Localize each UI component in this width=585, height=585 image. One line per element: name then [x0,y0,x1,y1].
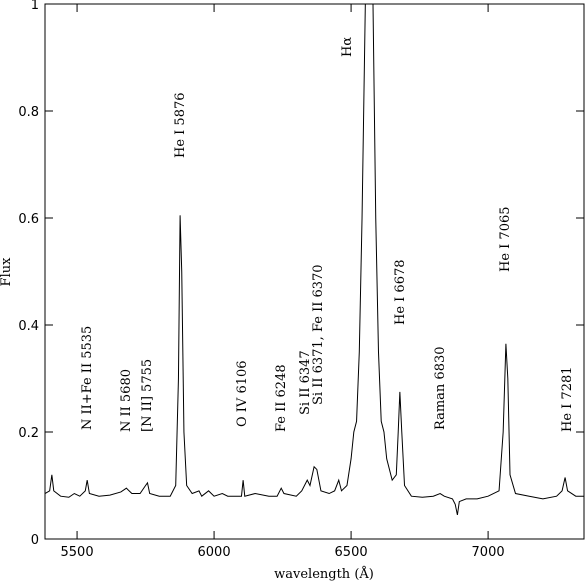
spectrum-line [45,4,584,516]
line-annotation: O IV 6106 [235,360,250,427]
line-annotation: N II 5680 [119,369,134,432]
x-tick-label: 7000 [472,545,505,560]
line-annotation: He I 5876 [173,92,188,158]
line-annotation: He I 7065 [498,206,513,272]
x-tick-label: 6000 [198,545,231,560]
line-annotation: Si II 6371, Fe II 6370 [311,264,326,405]
plot-frame [44,3,585,540]
line-annotation: Raman 6830 [433,346,448,430]
line-annotation: [N II] 5755 [140,359,155,432]
y-tick-label: 0.4 [18,319,39,334]
y-tick-label: 0 [31,533,39,548]
line-annotation: He I 6678 [393,259,408,325]
y-axis-label: Flux [0,257,14,287]
line-annotation: Hα [340,37,355,57]
y-tick-label: 0.6 [18,212,39,227]
y-tick-label: 0.8 [18,105,39,120]
line-annotation: He I 7281 [560,366,575,432]
x-tick-label: 6500 [335,545,368,560]
y-tick-label: 0.2 [18,426,39,441]
line-annotation: Si II 6347 [298,350,313,415]
x-axis-label: wavelength (Å) [274,566,374,582]
x-tick-label: 5500 [61,545,94,560]
line-annotation: N II+Fe II 5535 [80,326,95,430]
y-tick-label: 1 [31,0,39,13]
line-annotation: Fe II 6248 [274,364,289,432]
